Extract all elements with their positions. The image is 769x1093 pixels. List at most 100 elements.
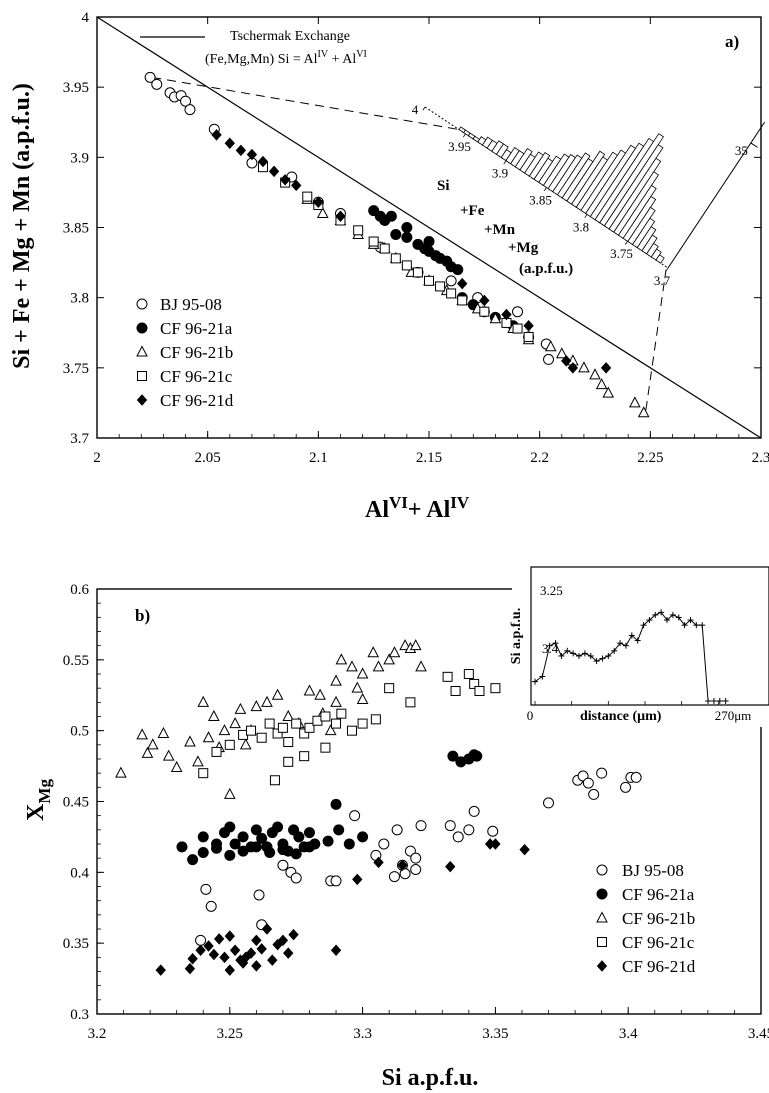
b-point-bj-95-08 bbox=[253, 889, 265, 901]
a-point-bj-95-08 bbox=[180, 95, 192, 107]
hist-count-label: 35 bbox=[735, 143, 748, 158]
a-point-cf-96-21d bbox=[457, 277, 468, 290]
b-point-cf-96-21b bbox=[324, 724, 337, 736]
legend-a-cf9621a: CF 96-21a bbox=[160, 319, 233, 338]
hist-bar bbox=[566, 150, 606, 205]
panel-a-legend-markers bbox=[136, 298, 148, 406]
a-point-bj-95-08 bbox=[512, 306, 524, 318]
b-point-cf-96-21b bbox=[314, 688, 326, 700]
b-point-cf-96-21c bbox=[224, 739, 235, 750]
hist-tick-mark bbox=[422, 106, 426, 111]
b-point-bj-95-08 bbox=[378, 838, 390, 850]
b-point-bj-95-08 bbox=[543, 797, 555, 809]
a-point-cf-96-21d bbox=[523, 319, 534, 332]
b-point-cf-96-21b bbox=[356, 667, 369, 679]
hist-connector-top bbox=[152, 76, 460, 131]
b-point-cf-96-21d bbox=[224, 964, 235, 976]
b-point-bj-95-08 bbox=[410, 864, 422, 875]
b-point-cf-96-21a bbox=[256, 832, 268, 844]
b-point-cf-96-21c bbox=[357, 718, 368, 729]
b-point-cf-96-21c bbox=[370, 714, 381, 725]
hist-bar bbox=[599, 133, 664, 227]
tschermak-exchange-line bbox=[96, 16, 762, 439]
b-point-cf-96-21d bbox=[155, 964, 166, 976]
b-point-bj-95-08 bbox=[388, 871, 400, 883]
b-ylabel-x: X bbox=[23, 803, 49, 821]
legend-a-marker-cf-96-21c bbox=[137, 371, 147, 381]
a-y-tick-label: 3.8 bbox=[70, 291, 89, 307]
equation-sup2: VI bbox=[356, 49, 367, 60]
b-point-cf-96-21a bbox=[330, 798, 342, 810]
b-y-tick-label: 0.55 bbox=[63, 653, 89, 669]
b-point-cf-96-21b bbox=[223, 787, 236, 799]
b-point-cf-96-21d bbox=[277, 934, 289, 947]
panel-b-legend-markers bbox=[596, 864, 608, 972]
b-point-cf-96-21b bbox=[250, 700, 263, 712]
hist-bar bbox=[650, 248, 662, 261]
b-point-cf-96-21c bbox=[211, 746, 222, 757]
b-point-cf-96-21c bbox=[442, 671, 453, 682]
b-point-cf-96-21d bbox=[187, 953, 198, 965]
b-point-cf-96-21c bbox=[299, 751, 310, 762]
b-point-cf-96-21b bbox=[192, 755, 204, 767]
b-point-bj-95-08 bbox=[349, 810, 361, 822]
b-point-cf-96-21b bbox=[367, 646, 380, 658]
b-point-cf-96-21c bbox=[198, 768, 209, 779]
a-y-tick-label: 3.7 bbox=[70, 431, 89, 447]
b-point-cf-96-21a bbox=[272, 821, 284, 833]
b-point-bj-95-08 bbox=[391, 824, 403, 836]
a-point-cf-96-21c bbox=[512, 323, 523, 334]
hist-bar bbox=[556, 152, 591, 199]
a-point-bj-95-08 bbox=[184, 104, 196, 116]
b-y-tick-label: 0.35 bbox=[63, 936, 89, 952]
hist-tick-mark bbox=[503, 160, 507, 165]
a-point-cf-96-21d bbox=[479, 294, 490, 307]
tschermak-equation: (Fe,Mg,Mn) Si = AlIV + AlVI bbox=[205, 49, 367, 67]
hist-bar bbox=[603, 144, 664, 230]
a-point-bj-95-08 bbox=[543, 353, 555, 365]
b-point-cf-96-21b bbox=[234, 702, 247, 714]
a-point-cf-96-21a bbox=[401, 231, 413, 243]
b-point-cf-96-21b bbox=[351, 681, 364, 693]
legend-a-marker-cf-96-21a bbox=[136, 322, 148, 334]
b-point-cf-96-21d bbox=[445, 860, 456, 873]
b-point-cf-96-21d bbox=[203, 940, 214, 952]
a-point-cf-96-21a bbox=[423, 236, 435, 248]
b-point-cf-96-21b bbox=[372, 660, 385, 672]
b-point-bj-95-08 bbox=[399, 868, 411, 880]
tschermak-legend-title: Tschermak Exchange bbox=[230, 29, 350, 44]
legend-b-marker-cf-96-21b bbox=[596, 911, 608, 923]
a-point-bj-95-08 bbox=[445, 275, 457, 287]
a-point-cf-96-21c bbox=[446, 288, 457, 299]
a-point-cf-96-21d bbox=[268, 165, 280, 178]
b-point-bj-95-08 bbox=[205, 900, 217, 912]
b-point-bj-95-08 bbox=[588, 788, 600, 800]
hist-bar bbox=[495, 143, 509, 159]
b-point-cf-96-21a bbox=[322, 835, 334, 847]
equation-left: (Fe,Mg,Mn) Si = Al bbox=[205, 52, 318, 67]
hist-connector-bottom bbox=[645, 269, 667, 411]
b-point-cf-96-21c bbox=[277, 722, 288, 733]
b-x-tick-label: 3.4 bbox=[619, 1026, 638, 1042]
b-point-cf-96-21c bbox=[474, 686, 485, 696]
inset-y-tick-3-25: 3.25 bbox=[540, 583, 563, 598]
hist-bar bbox=[528, 152, 551, 180]
a-point-cf-96-21c bbox=[368, 236, 379, 247]
b-point-cf-96-21a bbox=[447, 750, 459, 762]
b-point-cf-96-21b bbox=[197, 695, 210, 707]
a-point-cf-96-21b bbox=[555, 347, 568, 359]
a-xlabel-sup1: VI bbox=[389, 493, 408, 512]
panel-a-label: a) bbox=[725, 32, 739, 51]
b-point-cf-96-21d bbox=[224, 930, 235, 942]
b-y-tick-label: 0.3 bbox=[70, 1007, 89, 1023]
b-point-cf-96-21b bbox=[202, 731, 215, 743]
inset-frame bbox=[530, 566, 769, 706]
panel-b-label: b) bbox=[135, 606, 150, 625]
a-y-tick-label: 3.75 bbox=[63, 361, 89, 377]
b-point-bj-95-08 bbox=[620, 781, 632, 793]
legend-a-bj9508: BJ 95-08 bbox=[160, 295, 222, 314]
a-point-cf-96-21b bbox=[629, 396, 641, 408]
b-point-cf-96-21a bbox=[293, 831, 305, 843]
a-point-cf-96-21d bbox=[291, 179, 302, 192]
b-point-bj-95-08 bbox=[415, 820, 427, 832]
